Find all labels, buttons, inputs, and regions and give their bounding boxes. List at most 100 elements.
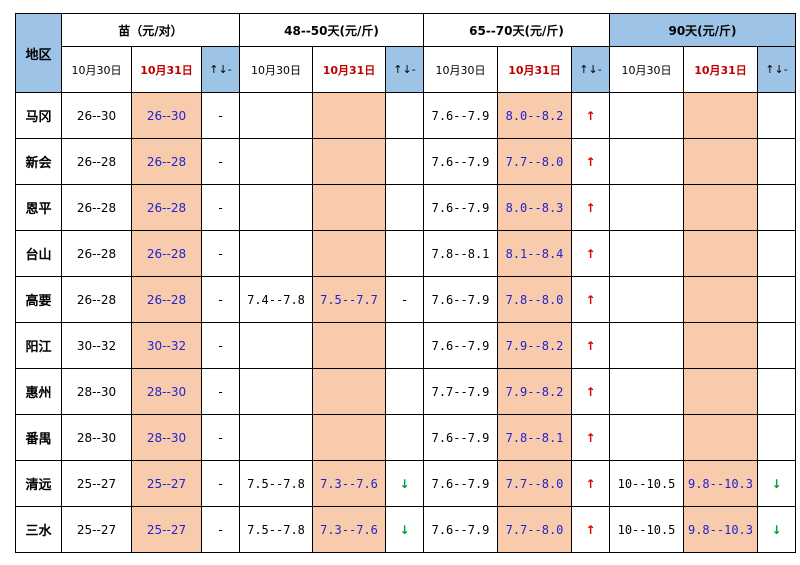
price-90-prev-cell [609,414,684,461]
group-header-48-50-days: 48--50天(元/斤) [239,13,424,47]
price-65-70-prev-cell: 7.6--7.9 [423,276,498,323]
seedling-trend-cell: - [201,460,240,507]
seedling-prev-cell: 28--30 [61,368,132,415]
trend-header: ↑↓- [201,46,240,93]
price-65-70-trend-cell: ↑ [571,184,610,231]
seedling-prev-cell: 26--28 [61,230,132,277]
seedling-current-cell: 28--30 [131,368,202,415]
price-48-50-trend-cell: ↓ [385,506,424,553]
price-48-50-prev-cell: 7.5--7.8 [239,506,313,553]
price-table-container: 地区 苗（元/对） 48--50天(元/斤) 65--70天(元/斤) 90天(… [15,13,796,553]
arrow-up-icon: ↑ [585,384,596,399]
price-90-trend-cell: ↓ [757,460,796,507]
trend-value: - [218,292,223,307]
seedling-current-cell: 26--28 [131,230,202,277]
price-90-prev-cell [609,368,684,415]
price-90-prev-cell: 10--10.5 [609,506,684,553]
region-cell: 新会 [15,138,62,185]
price-90-current-cell [683,138,758,185]
seedling-trend-cell: - [201,414,240,461]
price-65-70-current-cell: 7.7--8.0 [497,138,572,185]
price-90-current-cell [683,92,758,139]
date-header-current: 10月31日 [497,46,572,93]
arrow-down-icon: ↓ [771,476,782,491]
table-row: 新会 26--28 26--28-7.6--7.9 7.7--8.0 ↑ [15,138,796,185]
seedling-current-cell: 25--27 [131,506,202,553]
price-90-prev-cell [609,138,684,185]
trend-value: - [218,200,223,215]
price-48-50-current-cell [312,414,386,461]
price-65-70-prev-cell: 7.6--7.9 [423,460,498,507]
trend-value: - [402,292,407,307]
seedling-prev-cell: 25--27 [61,460,132,507]
price-48-50-trend-cell [385,368,424,415]
price-48-50-current-cell: 7.5--7.7 [312,276,386,323]
region-cell: 恩平 [15,184,62,231]
trend-header: ↑↓- [571,46,610,93]
arrow-up-icon: ↑ [585,108,596,123]
price-48-50-trend-cell [385,92,424,139]
price-48-50-trend-cell [385,230,424,277]
price-90-prev-cell [609,92,684,139]
price-48-50-trend-cell [385,414,424,461]
date-header-prev: 10月30日 [423,46,498,93]
seedling-trend-cell: - [201,506,240,553]
price-65-70-prev-cell: 7.6--7.9 [423,322,498,369]
price-90-trend-cell [757,230,796,277]
price-48-50-prev-cell [239,414,313,461]
seedling-trend-cell: - [201,184,240,231]
price-48-50-prev-cell [239,138,313,185]
price-48-50-trend-cell [385,322,424,369]
table-row: 马冈 26--30 26--30-7.6--7.9 8.0--8.2 ↑ [15,92,796,139]
trend-value: - [218,338,223,353]
seedling-current-cell: 26--28 [131,184,202,231]
arrow-up-icon: ↑ [585,154,596,169]
seedling-prev-cell: 28--30 [61,414,132,461]
arrow-up-icon: ↑ [585,200,596,215]
seedling-current-cell: 26--28 [131,276,202,323]
price-48-50-current-cell: 7.3--7.6 [312,506,386,553]
price-90-trend-cell [757,322,796,369]
price-65-70-trend-cell: ↑ [571,368,610,415]
trend-value: - [218,108,223,123]
arrow-down-icon: ↓ [399,522,410,537]
trend-value: - [218,522,223,537]
price-65-70-prev-cell: 7.6--7.9 [423,138,498,185]
arrow-up-icon: ↑ [585,246,596,261]
price-65-70-current-cell: 7.9--8.2 [497,368,572,415]
seedling-current-cell: 25--27 [131,460,202,507]
seedling-prev-cell: 25--27 [61,506,132,553]
trend-value: - [218,246,223,261]
trend-value: - [218,430,223,445]
region-cell: 惠州 [15,368,62,415]
price-90-prev-cell: 10--10.5 [609,460,684,507]
price-65-70-trend-cell: ↑ [571,322,610,369]
seedling-current-cell: 26--28 [131,138,202,185]
price-90-current-cell [683,230,758,277]
price-90-trend-cell [757,138,796,185]
seedling-trend-cell: - [201,92,240,139]
price-48-50-trend-cell [385,184,424,231]
price-90-current-cell: 9.8--10.3 [683,506,758,553]
price-90-trend-cell [757,368,796,415]
price-65-70-current-cell: 8.1--8.4 [497,230,572,277]
date-header-prev: 10月30日 [61,46,132,93]
price-65-70-current-cell: 7.9--8.2 [497,322,572,369]
price-90-current-cell [683,276,758,323]
seedling-trend-cell: - [201,138,240,185]
price-48-50-trend-cell: ↓ [385,460,424,507]
seedling-prev-cell: 26--28 [61,184,132,231]
price-48-50-trend-cell: - [385,276,424,323]
price-48-50-prev-cell: 7.5--7.8 [239,460,313,507]
price-65-70-prev-cell: 7.6--7.9 [423,414,498,461]
arrow-down-icon: ↓ [399,476,410,491]
date-header-current: 10月31日 [683,46,758,93]
price-65-70-current-cell: 8.0--8.2 [497,92,572,139]
header-row-dates: 10月30日 10月31日 ↑↓- 10月30日 10月31日 ↑↓- 10月3… [16,46,796,93]
seedling-current-cell: 26--30 [131,92,202,139]
region-cell: 三水 [15,506,62,553]
trend-value: - [218,384,223,399]
table-row: 三水 25--27 25--27-7.5--7.8 7.3--7.6 ↓ 7.6--7.9… [15,506,796,553]
price-90-current-cell [683,184,758,231]
price-90-prev-cell [609,184,684,231]
